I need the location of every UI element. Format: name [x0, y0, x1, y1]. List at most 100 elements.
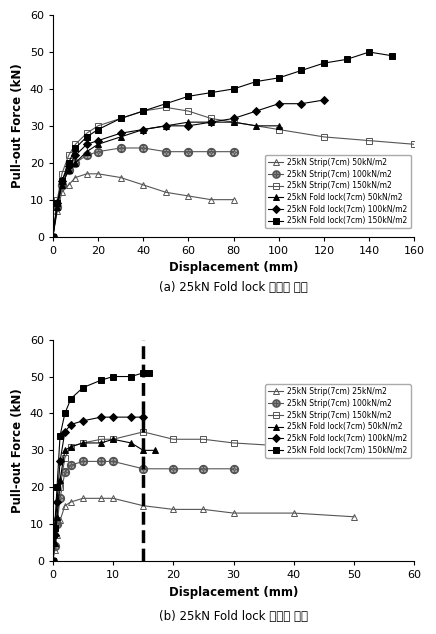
- 25kN Strip(7cm) 50kN/m2: [208, 196, 214, 204]
- 25kN Strip(7cm) 100kN/m2: [84, 152, 89, 159]
- 25kN Fold lock(7cm) 50kN/m2: [59, 181, 65, 189]
- 25kN Fold lock(7cm) 100kN/m2: [84, 141, 89, 148]
- 25kN Fold lock(7cm) 50kN/m2: [50, 557, 55, 565]
- 25kN Fold lock(7cm) 100kN/m2: [58, 458, 63, 465]
- Y-axis label: Pull-out Force (kN): Pull-out Force (kN): [11, 63, 24, 188]
- 25kN Strip(7cm) 150kN/m2: [231, 119, 236, 126]
- 25kN Strip(7cm) 150kN/m2: [73, 141, 78, 148]
- 25kN Strip(7cm) 150kN/m2: [140, 107, 146, 115]
- 25kN Strip(7cm) 100kN/m2: [58, 495, 63, 502]
- 25kN Strip(7cm) 25kN/m2: [58, 517, 63, 524]
- 25kN Fold lock(7cm) 100kN/m2: [140, 126, 146, 133]
- 25kN Fold lock(7cm) 100kN/m2: [118, 129, 123, 137]
- 25kN Strip(7cm) 150kN/m2: [110, 436, 116, 443]
- 25kN Strip(7cm) 100kN/m2: [62, 469, 68, 476]
- 25kN Fold lock(7cm) 150kN/m2: [58, 432, 63, 439]
- 25kN Fold lock(7cm) 100kN/m2: [50, 233, 55, 240]
- 25kN Strip(7cm) 150kN/m2: [231, 439, 236, 447]
- 25kN Strip(7cm) 100kN/m2: [110, 458, 116, 465]
- 25kN Strip(7cm) 150kN/m2: [140, 428, 146, 436]
- 25kN Strip(7cm) 150kN/m2: [68, 443, 74, 450]
- 25kN Fold lock(7cm) 100kN/m2: [55, 200, 60, 207]
- Y-axis label: Pull-out Force (kN): Pull-out Force (kN): [11, 388, 24, 513]
- 25kN Fold lock(7cm) 150kN/m2: [59, 178, 65, 185]
- 25kN Fold lock(7cm) 100kN/m2: [59, 178, 65, 185]
- 25kN Strip(7cm) 100kN/m2: [201, 465, 206, 472]
- 25kN Strip(7cm) 150kN/m2: [321, 133, 327, 141]
- 25kN Strip(7cm) 150kN/m2: [80, 439, 85, 447]
- 25kN Strip(7cm) 25kN/m2: [54, 531, 60, 539]
- 25kN Strip(7cm) 100kN/m2: [73, 159, 78, 167]
- 25kN Strip(7cm) 25kN/m2: [140, 502, 146, 510]
- X-axis label: Displacement (mm): Displacement (mm): [169, 586, 298, 598]
- 25kN Fold lock(7cm) 50kN/m2: [95, 141, 101, 148]
- 25kN Strip(7cm) 150kN/m2: [163, 103, 168, 111]
- 25kN Strip(7cm) 50kN/m2: [66, 181, 71, 189]
- 25kN Fold lock(7cm) 150kN/m2: [66, 159, 71, 167]
- Line: 25kN Strip(7cm) 150kN/m2: 25kN Strip(7cm) 150kN/m2: [50, 104, 418, 240]
- 25kN Strip(7cm) 25kN/m2: [291, 509, 296, 517]
- Line: 25kN Fold lock(7cm) 150kN/m2: 25kN Fold lock(7cm) 150kN/m2: [50, 49, 395, 240]
- 25kN Fold lock(7cm) 150kN/m2: [95, 126, 101, 133]
- 25kN Fold lock(7cm) 50kN/m2: [84, 148, 89, 155]
- 25kN Fold lock(7cm) 50kN/m2: [231, 119, 236, 126]
- 25kN Fold lock(7cm) 50kN/m2: [58, 476, 63, 484]
- 25kN Strip(7cm) 100kN/m2: [80, 458, 85, 465]
- 25kN Strip(7cm) 100kN/m2: [99, 458, 104, 465]
- 25kN Strip(7cm) 100kN/m2: [55, 204, 60, 211]
- 25kN Strip(7cm) 100kN/m2: [186, 148, 191, 155]
- 25kN Strip(7cm) 150kN/m2: [412, 141, 417, 148]
- 25kN Fold lock(7cm) 50kN/m2: [208, 119, 214, 126]
- 25kN Strip(7cm) 50kN/m2: [140, 181, 146, 189]
- 25kN Fold lock(7cm) 50kN/m2: [118, 133, 123, 141]
- 25kN Strip(7cm) 50kN/m2: [55, 207, 60, 214]
- Line: 25kN Strip(7cm) 25kN/m2: 25kN Strip(7cm) 25kN/m2: [50, 495, 357, 564]
- 25kN Strip(7cm) 50kN/m2: [59, 188, 65, 196]
- 25kN Strip(7cm) 100kN/m2: [163, 148, 168, 155]
- 25kN Fold lock(7cm) 50kN/m2: [163, 122, 168, 129]
- 25kN Strip(7cm) 25kN/m2: [50, 557, 55, 565]
- 25kN Fold lock(7cm) 100kN/m2: [66, 163, 71, 171]
- 25kN Fold lock(7cm) 150kN/m2: [367, 48, 372, 56]
- 25kN Fold lock(7cm) 100kN/m2: [140, 413, 146, 421]
- 25kN Fold lock(7cm) 150kN/m2: [84, 133, 89, 141]
- 25kN Fold lock(7cm) 150kN/m2: [163, 100, 168, 108]
- 25kN Strip(7cm) 100kN/m2: [66, 166, 71, 174]
- 25kN Strip(7cm) 150kN/m2: [291, 443, 296, 450]
- 25kN Strip(7cm) 150kN/m2: [208, 115, 214, 122]
- 25kN Strip(7cm) 150kN/m2: [171, 436, 176, 443]
- 25kN Strip(7cm) 25kN/m2: [351, 513, 357, 521]
- 25kN Fold lock(7cm) 150kN/m2: [208, 89, 214, 96]
- 25kN Strip(7cm) 25kN/m2: [110, 495, 116, 502]
- 25kN Fold lock(7cm) 100kN/m2: [73, 152, 78, 159]
- 25kN Strip(7cm) 25kN/m2: [201, 505, 206, 513]
- 25kN Strip(7cm) 50kN/m2: [95, 170, 101, 178]
- 25kN Fold lock(7cm) 150kN/m2: [140, 107, 146, 115]
- 25kN Fold lock(7cm) 50kN/m2: [80, 439, 85, 447]
- 25kN Fold lock(7cm) 150kN/m2: [99, 377, 104, 384]
- 25kN Fold lock(7cm) 50kN/m2: [52, 539, 57, 547]
- 25kN Strip(7cm) 100kN/m2: [208, 148, 214, 155]
- 25kN Fold lock(7cm) 100kN/m2: [276, 100, 281, 108]
- 25kN Fold lock(7cm) 50kN/m2: [68, 443, 74, 450]
- 25kN Strip(7cm) 50kN/m2: [118, 174, 123, 181]
- 25kN Strip(7cm) 150kN/m2: [95, 122, 101, 129]
- 25kN Strip(7cm) 150kN/m2: [99, 436, 104, 443]
- Text: (a) 25kN Fold lock 보강재 선단: (a) 25kN Fold lock 보강재 선단: [159, 281, 308, 294]
- 25kN Strip(7cm) 150kN/m2: [59, 170, 65, 178]
- 25kN Strip(7cm) 100kN/m2: [59, 181, 65, 189]
- 25kN Strip(7cm) 100kN/m2: [118, 144, 123, 152]
- Line: 25kN Fold lock(7cm) 100kN/m2: 25kN Fold lock(7cm) 100kN/m2: [50, 97, 327, 240]
- 25kN Strip(7cm) 150kN/m2: [276, 126, 281, 133]
- 25kN Fold lock(7cm) 150kN/m2: [55, 200, 60, 207]
- 25kN Strip(7cm) 150kN/m2: [50, 233, 55, 240]
- 25kN Fold lock(7cm) 50kN/m2: [186, 119, 191, 126]
- 25kN Fold lock(7cm) 150kN/m2: [129, 373, 134, 380]
- 25kN Fold lock(7cm) 50kN/m2: [73, 159, 78, 167]
- Line: 25kN Fold lock(7cm) 50kN/m2: 25kN Fold lock(7cm) 50kN/m2: [50, 436, 158, 564]
- 25kN Strip(7cm) 100kN/m2: [54, 521, 60, 528]
- 25kN Strip(7cm) 100kN/m2: [50, 233, 55, 240]
- 25kN Fold lock(7cm) 100kN/m2: [299, 100, 304, 108]
- 25kN Fold lock(7cm) 150kN/m2: [80, 384, 85, 391]
- 25kN Fold lock(7cm) 50kN/m2: [66, 166, 71, 174]
